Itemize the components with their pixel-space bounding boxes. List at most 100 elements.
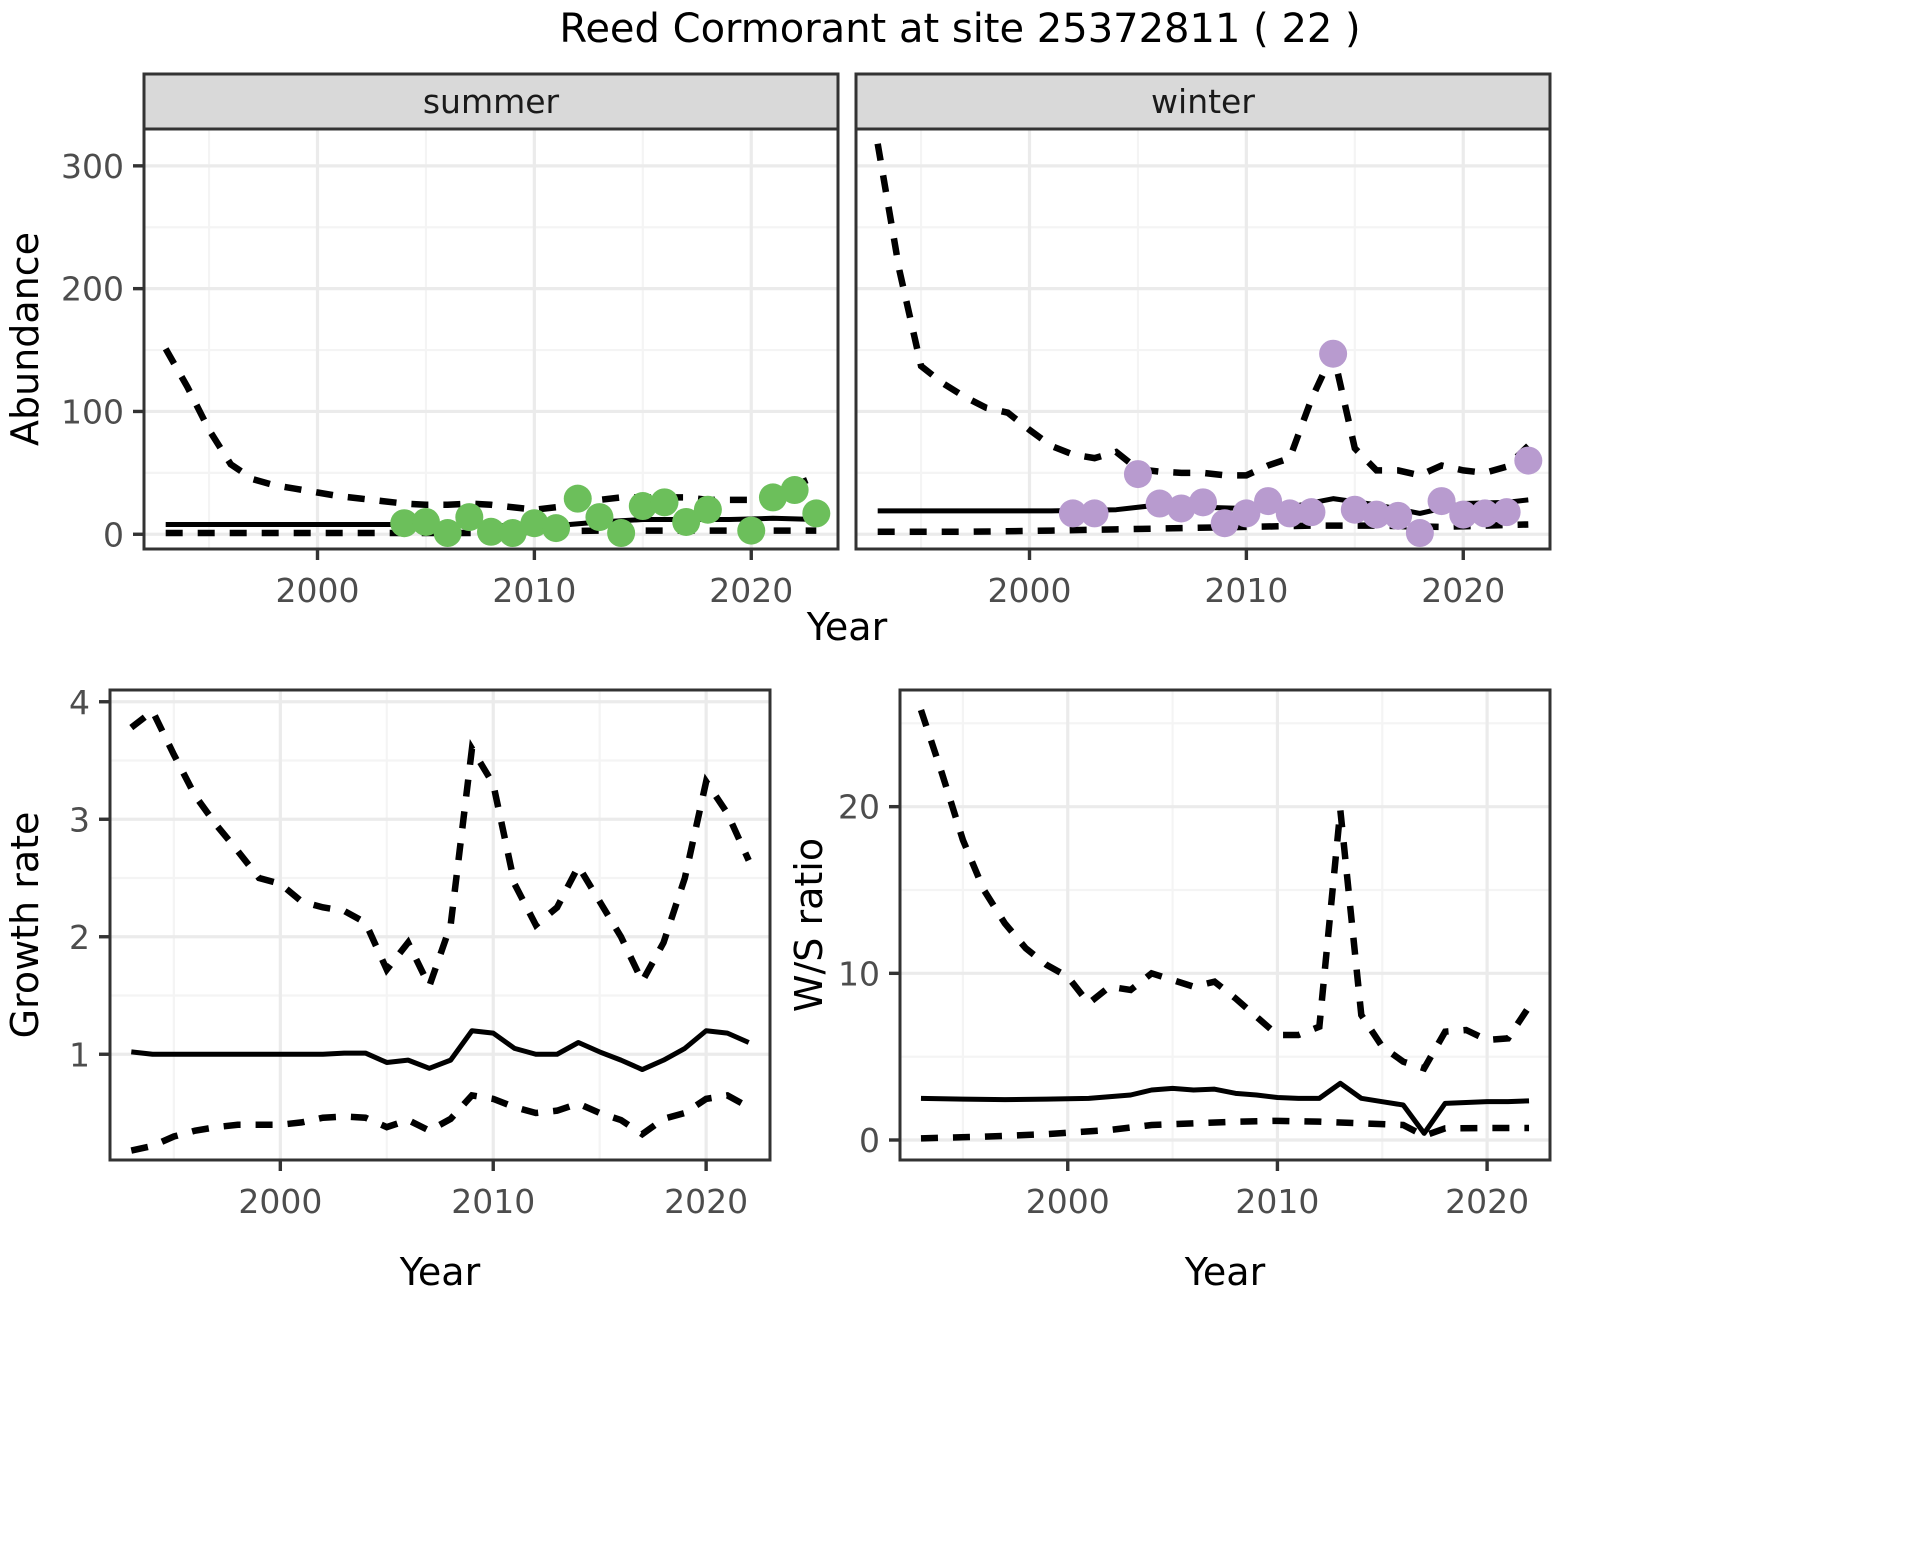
xtick-label: 2000 (1026, 1182, 1110, 1221)
xaxis-title-growth: Year (399, 1250, 481, 1294)
data-point (802, 499, 831, 528)
ytick-label: 100 (61, 392, 124, 431)
series-lower_ci (130, 1091, 751, 1154)
ytick-label: 10 (838, 954, 880, 993)
xaxis-title-ratio: Year (1184, 1250, 1266, 1294)
data-point (1080, 499, 1109, 528)
data-point (650, 488, 679, 517)
data-point (1384, 501, 1413, 530)
data-point (1145, 489, 1174, 518)
data-point (758, 483, 787, 512)
ytick-label: 0 (859, 1121, 880, 1160)
xtick-label: 2010 (492, 571, 576, 610)
series-median (920, 1080, 1530, 1136)
yaxis-title-abundance: Abundance (3, 232, 47, 446)
xtick-label: 2020 (1421, 571, 1505, 610)
yaxis-title-growth: Growth rate (3, 812, 47, 1039)
panel-abundance-summer: summer 2000 2010 2020 (142, 72, 840, 610)
series-upper_ci (129, 706, 752, 995)
axes-ratio: 2000 2010 2020 0 10 20 (838, 788, 1529, 1221)
data-point (1470, 499, 1499, 528)
data-point (1189, 488, 1217, 517)
xtick-label: 2020 (709, 571, 793, 610)
ytick-label: 300 (61, 147, 124, 186)
grid-summer (144, 129, 838, 549)
ytick-label: 2 (69, 918, 90, 957)
xtick-label: 2000 (988, 571, 1072, 610)
panel-growth: 2000 2010 2020 1 2 3 4 (69, 683, 772, 1221)
data-point (1210, 509, 1239, 538)
data-point (1297, 498, 1326, 527)
data-growth (129, 706, 752, 1154)
grid-growth (110, 690, 770, 1160)
data-point (498, 519, 527, 548)
data-point (737, 516, 766, 545)
ytick-label: 0 (103, 515, 124, 554)
yaxis-title-ratio: W/S ratio (787, 838, 831, 1012)
xtick-label: 2010 (451, 1182, 535, 1221)
series-median (131, 1028, 750, 1073)
data-point (411, 507, 440, 536)
figure-title: Reed Cormorant at site 25372811 ( 22 ) (559, 6, 1361, 52)
xaxis-summer: 2000 2010 2020 (276, 549, 793, 610)
xtick-label: 2000 (238, 1182, 322, 1221)
data-point (1254, 487, 1283, 516)
data-point (1362, 500, 1391, 529)
series-upper_ci (874, 143, 1531, 479)
data-point (1123, 460, 1152, 489)
xtick-label: 2020 (664, 1182, 748, 1221)
data-point (1167, 494, 1196, 523)
data-point (693, 495, 722, 524)
xaxis-title-abundance: Year (806, 605, 888, 649)
data-point (1058, 499, 1087, 528)
panel-frame-growth (108, 688, 772, 1162)
grid-winter (856, 129, 1550, 549)
xtick-label: 2010 (1204, 571, 1288, 610)
xtick-label: 2020 (1445, 1182, 1529, 1221)
data-winter (874, 143, 1543, 548)
series-upper_ci (162, 347, 818, 513)
data-point (1514, 446, 1543, 475)
series-lower_ci (920, 1117, 1530, 1142)
data-point (628, 492, 657, 521)
data-point (1275, 499, 1304, 528)
panel-frame-ratio (898, 688, 1552, 1162)
data-point (780, 476, 809, 505)
data-point (1340, 495, 1369, 524)
series-upper_ci (917, 708, 1532, 1073)
data-point (585, 503, 614, 532)
data-point (542, 514, 571, 543)
data-point (672, 507, 701, 536)
data-point (477, 517, 505, 546)
data-point (1232, 499, 1261, 528)
panel-frame-summer (142, 127, 840, 551)
data-summer (162, 347, 831, 548)
panel-ratio: 2000 2010 2020 0 10 20 (838, 688, 1552, 1221)
data-point (520, 509, 549, 538)
strip-summer: summer (142, 72, 840, 131)
data-point (1405, 519, 1434, 548)
ytick-label: 20 (838, 788, 880, 827)
data-point (455, 503, 484, 532)
data-point (433, 519, 462, 548)
ytick-label: 4 (69, 683, 90, 722)
strip-label-summer: summer (423, 82, 560, 121)
xtick-label: 2010 (1235, 1182, 1319, 1221)
data-point (563, 484, 592, 513)
strip-label-winter: winter (1151, 82, 1255, 121)
panel-abundance-winter: winter 2000 2010 2020 (854, 72, 1552, 610)
data-point (607, 519, 636, 548)
yaxis-abundance: 0 100 200 300 (61, 147, 144, 554)
data-ratio (917, 708, 1532, 1142)
data-point (390, 509, 419, 538)
ytick-label: 3 (69, 800, 90, 839)
data-point (1449, 500, 1478, 529)
ytick-label: 200 (61, 270, 124, 309)
grid-ratio (900, 690, 1550, 1160)
strip-winter: winter (854, 72, 1552, 131)
ytick-label: 1 (69, 1035, 90, 1074)
xaxis-winter: 2000 2010 2020 (988, 549, 1505, 610)
axes-growth: 2000 2010 2020 1 2 3 4 (69, 683, 748, 1221)
